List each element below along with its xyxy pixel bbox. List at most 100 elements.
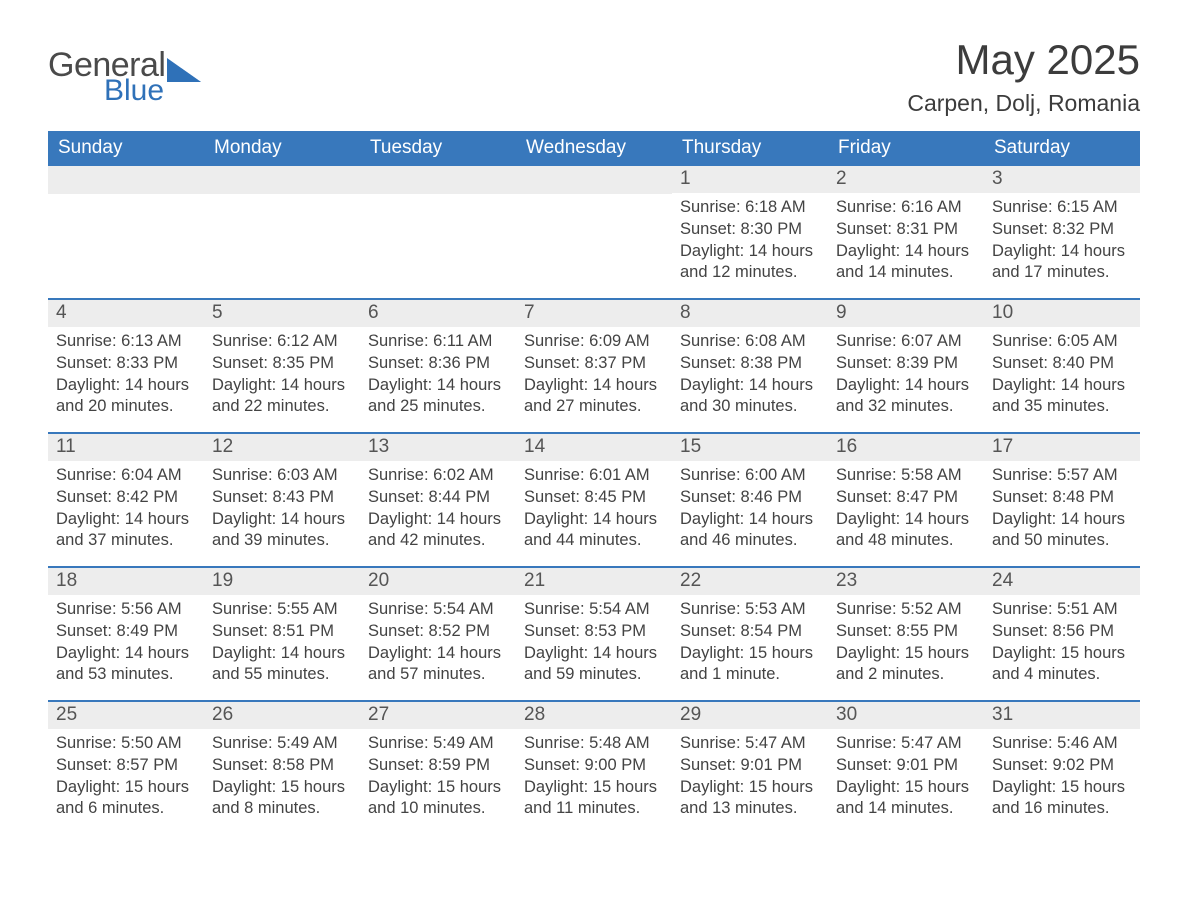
- day-number: 25: [48, 702, 204, 729]
- title-block: May 2025 Carpen, Dolj, Romania: [907, 36, 1140, 117]
- month-title: May 2025: [907, 36, 1140, 84]
- daylight-line: Daylight: 15 hours and 10 minutes.: [368, 777, 508, 821]
- daylight-line: Daylight: 14 hours and 42 minutes.: [368, 509, 508, 553]
- daylight-line: Daylight: 14 hours and 39 minutes.: [212, 509, 352, 553]
- day-body: Sunrise: 6:09 AMSunset: 8:37 PMDaylight:…: [516, 327, 672, 424]
- sunrise-line: Sunrise: 5:55 AM: [212, 599, 352, 621]
- weekday-label: Thursday: [672, 131, 828, 166]
- sunrise-line: Sunrise: 5:56 AM: [56, 599, 196, 621]
- sunset-line: Sunset: 8:42 PM: [56, 487, 196, 509]
- daylight-line: Daylight: 15 hours and 6 minutes.: [56, 777, 196, 821]
- sunset-line: Sunset: 8:48 PM: [992, 487, 1132, 509]
- weekday-header-row: SundayMondayTuesdayWednesdayThursdayFrid…: [48, 131, 1140, 166]
- day-cell: [204, 166, 360, 298]
- day-number: 26: [204, 702, 360, 729]
- sunrise-line: Sunrise: 6:13 AM: [56, 331, 196, 353]
- day-cell: 11Sunrise: 6:04 AMSunset: 8:42 PMDayligh…: [48, 434, 204, 566]
- daylight-line: Daylight: 15 hours and 13 minutes.: [680, 777, 820, 821]
- daylight-line: Daylight: 15 hours and 14 minutes.: [836, 777, 976, 821]
- day-number: 31: [984, 702, 1140, 729]
- day-body: Sunrise: 5:50 AMSunset: 8:57 PMDaylight:…: [48, 729, 204, 826]
- sunset-line: Sunset: 8:40 PM: [992, 353, 1132, 375]
- day-body: Sunrise: 5:54 AMSunset: 8:52 PMDaylight:…: [360, 595, 516, 692]
- sunset-line: Sunset: 9:00 PM: [524, 755, 664, 777]
- day-body: Sunrise: 5:46 AMSunset: 9:02 PMDaylight:…: [984, 729, 1140, 826]
- sunset-line: Sunset: 8:58 PM: [212, 755, 352, 777]
- daylight-line: Daylight: 14 hours and 25 minutes.: [368, 375, 508, 419]
- day-number: 20: [360, 568, 516, 595]
- day-cell: 20Sunrise: 5:54 AMSunset: 8:52 PMDayligh…: [360, 568, 516, 700]
- day-number: 6: [360, 300, 516, 327]
- day-number: 18: [48, 568, 204, 595]
- day-cell: 23Sunrise: 5:52 AMSunset: 8:55 PMDayligh…: [828, 568, 984, 700]
- empty-day-bar: [360, 166, 516, 194]
- day-cell: 4Sunrise: 6:13 AMSunset: 8:33 PMDaylight…: [48, 300, 204, 432]
- day-cell: 16Sunrise: 5:58 AMSunset: 8:47 PMDayligh…: [828, 434, 984, 566]
- sunrise-line: Sunrise: 5:54 AM: [524, 599, 664, 621]
- day-cell: 29Sunrise: 5:47 AMSunset: 9:01 PMDayligh…: [672, 702, 828, 834]
- day-cell: 15Sunrise: 6:00 AMSunset: 8:46 PMDayligh…: [672, 434, 828, 566]
- day-cell: 28Sunrise: 5:48 AMSunset: 9:00 PMDayligh…: [516, 702, 672, 834]
- day-number: 14: [516, 434, 672, 461]
- day-cell: 26Sunrise: 5:49 AMSunset: 8:58 PMDayligh…: [204, 702, 360, 834]
- sunrise-line: Sunrise: 5:54 AM: [368, 599, 508, 621]
- sunset-line: Sunset: 8:44 PM: [368, 487, 508, 509]
- day-number: 19: [204, 568, 360, 595]
- day-number: 16: [828, 434, 984, 461]
- daylight-line: Daylight: 14 hours and 14 minutes.: [836, 241, 976, 285]
- daylight-line: Daylight: 14 hours and 55 minutes.: [212, 643, 352, 687]
- day-body: Sunrise: 5:47 AMSunset: 9:01 PMDaylight:…: [672, 729, 828, 826]
- day-number: 9: [828, 300, 984, 327]
- daylight-line: Daylight: 14 hours and 44 minutes.: [524, 509, 664, 553]
- day-cell: 5Sunrise: 6:12 AMSunset: 8:35 PMDaylight…: [204, 300, 360, 432]
- daylight-line: Daylight: 14 hours and 27 minutes.: [524, 375, 664, 419]
- day-number: 15: [672, 434, 828, 461]
- day-number: 21: [516, 568, 672, 595]
- day-body: Sunrise: 5:49 AMSunset: 8:59 PMDaylight:…: [360, 729, 516, 826]
- logo: General Blue: [48, 36, 201, 106]
- sunrise-line: Sunrise: 6:00 AM: [680, 465, 820, 487]
- day-number: 4: [48, 300, 204, 327]
- day-body: Sunrise: 5:47 AMSunset: 9:01 PMDaylight:…: [828, 729, 984, 826]
- day-body: Sunrise: 6:03 AMSunset: 8:43 PMDaylight:…: [204, 461, 360, 558]
- sunset-line: Sunset: 9:02 PM: [992, 755, 1132, 777]
- sunset-line: Sunset: 8:49 PM: [56, 621, 196, 643]
- daylight-line: Daylight: 14 hours and 37 minutes.: [56, 509, 196, 553]
- day-cell: 18Sunrise: 5:56 AMSunset: 8:49 PMDayligh…: [48, 568, 204, 700]
- sunrise-line: Sunrise: 5:52 AM: [836, 599, 976, 621]
- day-body: Sunrise: 5:55 AMSunset: 8:51 PMDaylight:…: [204, 595, 360, 692]
- day-body: Sunrise: 6:12 AMSunset: 8:35 PMDaylight:…: [204, 327, 360, 424]
- sunset-line: Sunset: 8:53 PM: [524, 621, 664, 643]
- day-number: 8: [672, 300, 828, 327]
- daylight-line: Daylight: 14 hours and 17 minutes.: [992, 241, 1132, 285]
- daylight-line: Daylight: 14 hours and 32 minutes.: [836, 375, 976, 419]
- sunrise-line: Sunrise: 5:49 AM: [212, 733, 352, 755]
- day-body: Sunrise: 5:53 AMSunset: 8:54 PMDaylight:…: [672, 595, 828, 692]
- day-cell: [516, 166, 672, 298]
- empty-day-bar: [516, 166, 672, 194]
- sunrise-line: Sunrise: 6:16 AM: [836, 197, 976, 219]
- daylight-line: Daylight: 14 hours and 35 minutes.: [992, 375, 1132, 419]
- daylight-line: Daylight: 14 hours and 59 minutes.: [524, 643, 664, 687]
- daylight-line: Daylight: 14 hours and 22 minutes.: [212, 375, 352, 419]
- sunset-line: Sunset: 8:52 PM: [368, 621, 508, 643]
- day-body: Sunrise: 6:04 AMSunset: 8:42 PMDaylight:…: [48, 461, 204, 558]
- sunrise-line: Sunrise: 6:01 AM: [524, 465, 664, 487]
- week-row: 25Sunrise: 5:50 AMSunset: 8:57 PMDayligh…: [48, 700, 1140, 834]
- day-body: Sunrise: 5:51 AMSunset: 8:56 PMDaylight:…: [984, 595, 1140, 692]
- sunrise-line: Sunrise: 5:57 AM: [992, 465, 1132, 487]
- day-body: Sunrise: 6:18 AMSunset: 8:30 PMDaylight:…: [672, 193, 828, 290]
- day-number: 1: [672, 166, 828, 193]
- weekday-label: Sunday: [48, 131, 204, 166]
- day-cell: 12Sunrise: 6:03 AMSunset: 8:43 PMDayligh…: [204, 434, 360, 566]
- day-number: 27: [360, 702, 516, 729]
- week-row: 4Sunrise: 6:13 AMSunset: 8:33 PMDaylight…: [48, 298, 1140, 432]
- day-body: Sunrise: 5:52 AMSunset: 8:55 PMDaylight:…: [828, 595, 984, 692]
- sunrise-line: Sunrise: 6:12 AM: [212, 331, 352, 353]
- day-body: Sunrise: 6:02 AMSunset: 8:44 PMDaylight:…: [360, 461, 516, 558]
- daylight-line: Daylight: 14 hours and 30 minutes.: [680, 375, 820, 419]
- day-cell: 2Sunrise: 6:16 AMSunset: 8:31 PMDaylight…: [828, 166, 984, 298]
- daylight-line: Daylight: 14 hours and 46 minutes.: [680, 509, 820, 553]
- day-number: 7: [516, 300, 672, 327]
- sunset-line: Sunset: 8:30 PM: [680, 219, 820, 241]
